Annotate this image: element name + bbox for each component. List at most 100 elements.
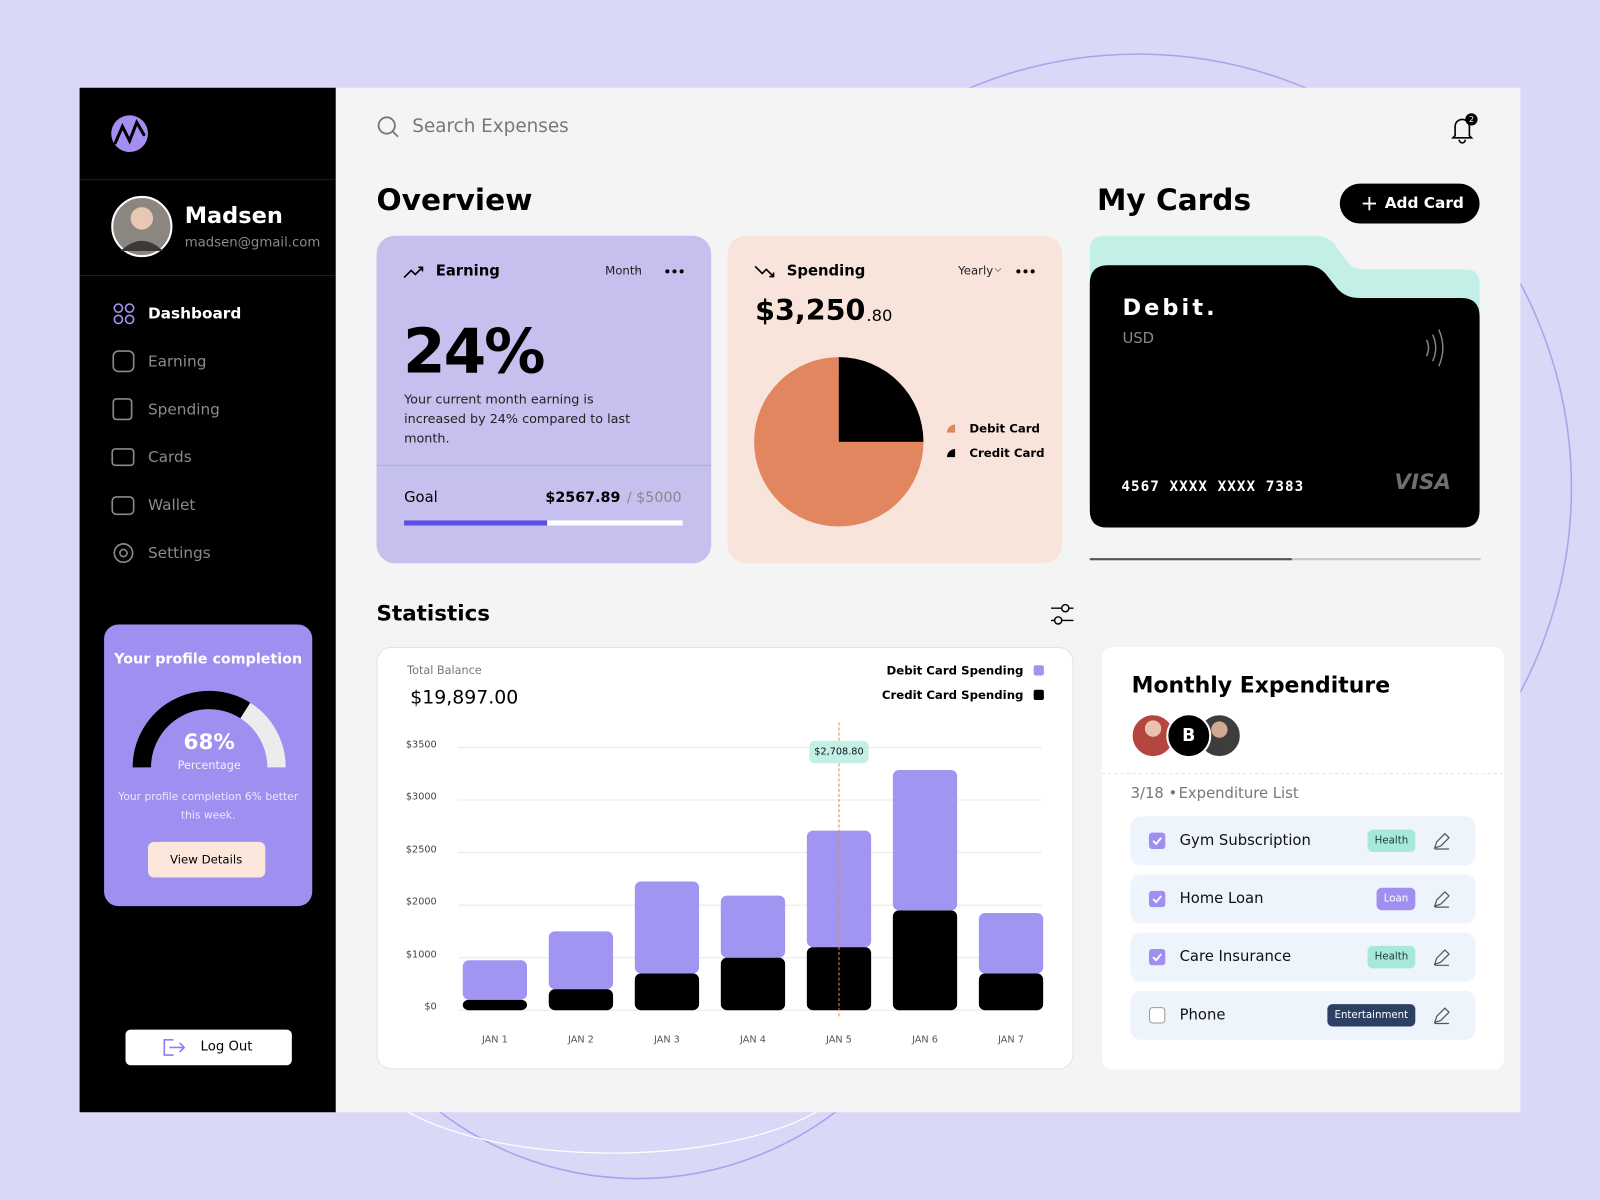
check xyxy=(1152,895,1162,904)
item-tag: Entertainment xyxy=(1334,1009,1409,1021)
list-item[interactable] xyxy=(1130,932,1476,982)
legend-swatch xyxy=(1033,665,1044,676)
bar-segment xyxy=(978,973,1044,1011)
checkbox[interactable] xyxy=(1148,832,1166,849)
profile-title: Your profile completion xyxy=(114,651,303,668)
sidebar xyxy=(79,87,336,1113)
tag-pill xyxy=(1367,829,1416,853)
search-icon xyxy=(392,130,399,138)
y-tick-label: $3500 xyxy=(405,738,437,750)
add-card-label[interactable]: Add Card xyxy=(1384,193,1464,213)
bar-segment xyxy=(892,770,958,911)
tag-pill xyxy=(1376,887,1416,911)
y-tick-label: $0 xyxy=(424,1001,437,1013)
x-tick-label: JAN 4 xyxy=(740,1034,766,1046)
goal-label: Goal xyxy=(404,489,438,507)
logout-button[interactable] xyxy=(125,1029,292,1066)
section-title: Statistics xyxy=(376,601,491,626)
edit-icon[interactable] xyxy=(1433,832,1450,850)
bar-segment xyxy=(978,912,1044,974)
debit-card[interactable] xyxy=(1089,265,1480,528)
item-tag: Health xyxy=(1374,835,1409,847)
avatar-face xyxy=(130,207,154,230)
y-tick-label: $2000 xyxy=(405,896,437,908)
profile-caption: Percentage xyxy=(177,758,241,772)
nav-item[interactable]: Dashboard xyxy=(147,304,242,323)
balance-value: $19,897.00 xyxy=(410,687,519,709)
list-item[interactable] xyxy=(1130,816,1476,866)
legend-swatch xyxy=(946,424,956,433)
period-select[interactable]: Yearly xyxy=(958,263,994,278)
user-email: madsen@gmail.com xyxy=(184,235,321,251)
earning-card xyxy=(376,235,712,564)
avatar-face xyxy=(1211,721,1228,738)
bell-icon[interactable] xyxy=(1451,118,1474,144)
nav-item[interactable]: Earning xyxy=(147,352,207,371)
badge xyxy=(1465,113,1478,126)
x-tick-label: JAN 5 xyxy=(826,1034,852,1046)
nav-item[interactable]: Wallet xyxy=(147,495,196,515)
list-item[interactable] xyxy=(1130,874,1476,924)
legend-swatch xyxy=(946,448,956,458)
x-tick-label: JAN 2 xyxy=(568,1034,594,1046)
goal-target: / $5000 xyxy=(626,489,682,507)
item-name: Home Loan xyxy=(1179,890,1264,908)
bar-segment xyxy=(806,830,872,948)
nav-item[interactable]: Spending xyxy=(147,399,220,419)
goal-current: $2567.89 xyxy=(545,489,621,507)
legend-label: Debit Card xyxy=(969,421,1040,436)
card-number: 4567 XXXX XXXX 7383 xyxy=(1121,478,1305,495)
add-card-button[interactable] xyxy=(1339,183,1480,224)
logout-label[interactable]: Log Out xyxy=(200,1039,253,1055)
plus-icon xyxy=(1362,196,1377,211)
edit-icon[interactable] xyxy=(1433,949,1450,966)
trend-down-icon xyxy=(754,265,775,278)
view-details-label[interactable]: View Details xyxy=(169,852,243,867)
item-tag: Health xyxy=(1374,951,1409,963)
y-tick-label: $3000 xyxy=(405,791,437,803)
logout-icon xyxy=(163,1038,186,1056)
legend-swatch xyxy=(1033,689,1044,700)
checkbox[interactable] xyxy=(1148,890,1166,908)
period-select[interactable]: Month xyxy=(605,263,642,278)
checkbox[interactable] xyxy=(1148,1007,1166,1024)
edit-icon[interactable] xyxy=(1433,890,1450,908)
profile-value: 68% xyxy=(183,729,235,755)
filter-icon[interactable] xyxy=(1051,603,1074,625)
user-name: Madsen xyxy=(184,203,283,230)
earning-description: Your current month earning is increased … xyxy=(404,391,631,446)
tag-pill xyxy=(1327,1004,1416,1027)
earning-value: 24% xyxy=(403,316,545,388)
avatar xyxy=(1166,713,1212,759)
spending-amount: $3,250 xyxy=(755,293,866,328)
bar-segment xyxy=(634,973,700,1011)
list-count: 3/18 • xyxy=(1130,785,1178,803)
nav-item[interactable]: Settings xyxy=(147,543,211,563)
checkbox[interactable] xyxy=(1148,948,1166,966)
section-title: Overview xyxy=(376,182,533,218)
check xyxy=(1152,953,1162,962)
bar-segment xyxy=(720,895,786,958)
logo-wave xyxy=(113,118,146,145)
avatar-face xyxy=(1144,720,1162,737)
card-type: Debit. xyxy=(1122,295,1218,321)
item-name: Gym Subscription xyxy=(1179,832,1311,849)
trend-up-icon xyxy=(403,266,424,279)
tag-pill xyxy=(1367,945,1416,969)
x-tick-label: JAN 7 xyxy=(998,1034,1024,1046)
tooltip-box xyxy=(809,740,869,764)
gauge-track xyxy=(240,702,286,768)
view-details-button[interactable] xyxy=(147,841,266,878)
edit-icon[interactable] xyxy=(1433,1007,1450,1025)
list-item[interactable] xyxy=(1130,990,1476,1040)
search-input[interactable]: Search Expenses xyxy=(412,115,569,138)
nav-item[interactable]: Cards xyxy=(147,447,192,467)
bar-segment xyxy=(462,999,528,1011)
legend-label: Debit Card Spending xyxy=(886,663,1024,678)
item-tag: Loan xyxy=(1383,893,1409,905)
bar-segment xyxy=(548,931,614,990)
section-title: My Cards xyxy=(1096,182,1252,218)
pie-slice xyxy=(838,357,924,442)
